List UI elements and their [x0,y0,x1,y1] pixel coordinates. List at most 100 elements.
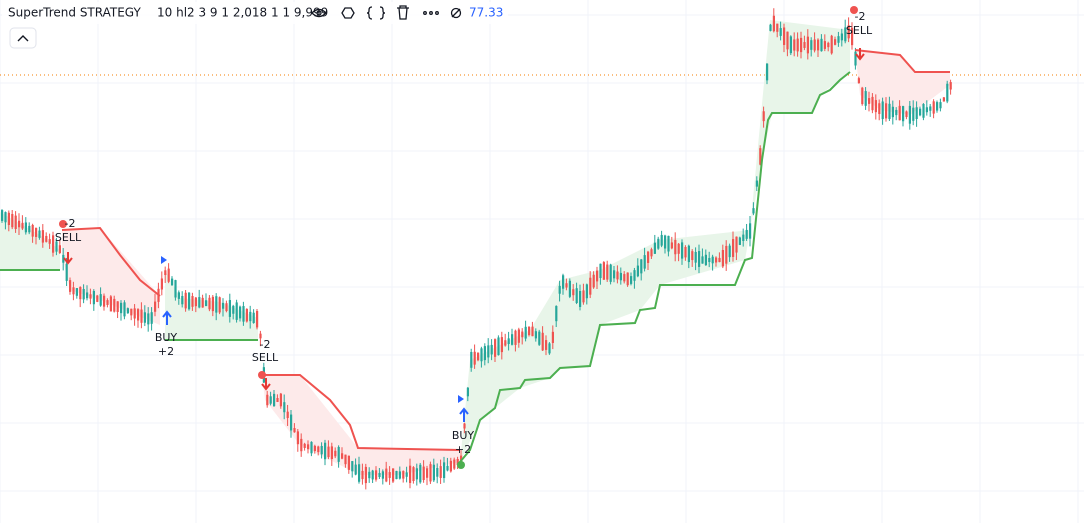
candle-body [650,249,653,257]
candle-body [596,270,599,282]
candle-body [929,106,932,111]
candle-body [473,351,476,365]
candle-body [565,283,568,288]
candle-body [511,334,514,345]
candle-body [854,51,857,66]
candle-body [670,242,673,249]
signal-qty: +2 [455,443,471,456]
candle-body [55,241,58,252]
candle-body [725,245,728,264]
candle-body [551,331,554,343]
candle-body [266,394,269,406]
candle-body [28,225,31,233]
candle-body [864,91,867,106]
candle-body [300,438,303,452]
candle-body [919,108,922,116]
candle-body [660,234,663,246]
candle-body [490,344,493,355]
signal-qty: -2 [855,10,866,23]
buy-arrow [459,407,469,422]
candle-body [504,340,507,346]
buy-arrow [162,310,172,325]
candle-body [895,109,898,116]
candle-body [908,105,911,124]
signal-labels: -2 SELL BUY +2 -2 SELL BUY +2 -2 SELL [55,10,873,456]
candle-body [239,306,242,319]
candle-body [79,286,82,300]
candle-body [249,311,252,322]
candle-body [793,39,796,51]
candle-body [443,462,446,479]
down-fill [62,228,160,325]
candle-body [885,103,888,119]
candle-body [344,454,347,465]
candle-body [881,101,884,120]
candle-body [392,468,395,482]
candle-body [796,38,799,52]
candle-body [466,387,469,397]
candle-body [698,251,701,267]
candle-body [548,343,551,354]
candle-body [313,445,316,452]
candle-body [133,308,136,319]
trend-fills [0,20,950,475]
candle-body [82,289,85,300]
candle-body [75,288,78,296]
candle-body [269,396,272,404]
candle-body [776,23,779,32]
candle-body [259,333,262,339]
up-fill [165,270,258,340]
candle-body [160,278,163,290]
candle-body [769,24,772,31]
candle-body [684,246,687,258]
candle-body [201,297,204,308]
collapse-icon [17,35,29,42]
candle-body [320,445,323,455]
more-dot [435,11,439,15]
down-fill [855,50,950,115]
candle-body [283,402,286,413]
candle-body [453,459,456,469]
candle-body [755,180,758,187]
candle-body [106,300,109,306]
candle-body [806,36,809,54]
candle-body [786,31,789,50]
delete-icon[interactable] [397,5,409,20]
hide-icon[interactable] [450,7,462,19]
candle-body [738,237,741,245]
eye-icon[interactable] [311,8,327,18]
candle-body [820,38,823,52]
candle-body [497,337,500,356]
source-icon[interactable] [366,6,386,20]
candle-body [256,310,259,328]
candle-body [759,148,762,165]
candle-body [752,208,755,214]
candle-body [857,78,860,84]
candle-body [868,98,871,104]
candle-body [385,468,388,482]
supertrend-down [854,49,950,73]
candle-body [402,471,405,479]
collapse-button[interactable] [9,27,37,49]
signal-markers [59,6,865,469]
more-dot[interactable] [423,11,427,15]
settings-icon[interactable] [341,7,355,19]
candle-body [35,228,38,237]
candle-body [582,290,585,303]
candle-body [286,411,289,419]
candle-body [18,220,21,228]
candle-body [735,236,738,253]
candle-body [222,302,225,309]
candle-body [7,212,10,226]
candle-body [334,450,337,457]
signal-label: BUY [452,429,475,442]
candle-body [86,292,89,299]
candle-body [290,414,293,431]
candle-body [232,305,235,314]
candle-body [742,234,745,241]
candle-body [48,239,51,244]
candle-body [371,470,374,480]
candle-body [177,292,180,299]
candle-body [789,36,792,54]
